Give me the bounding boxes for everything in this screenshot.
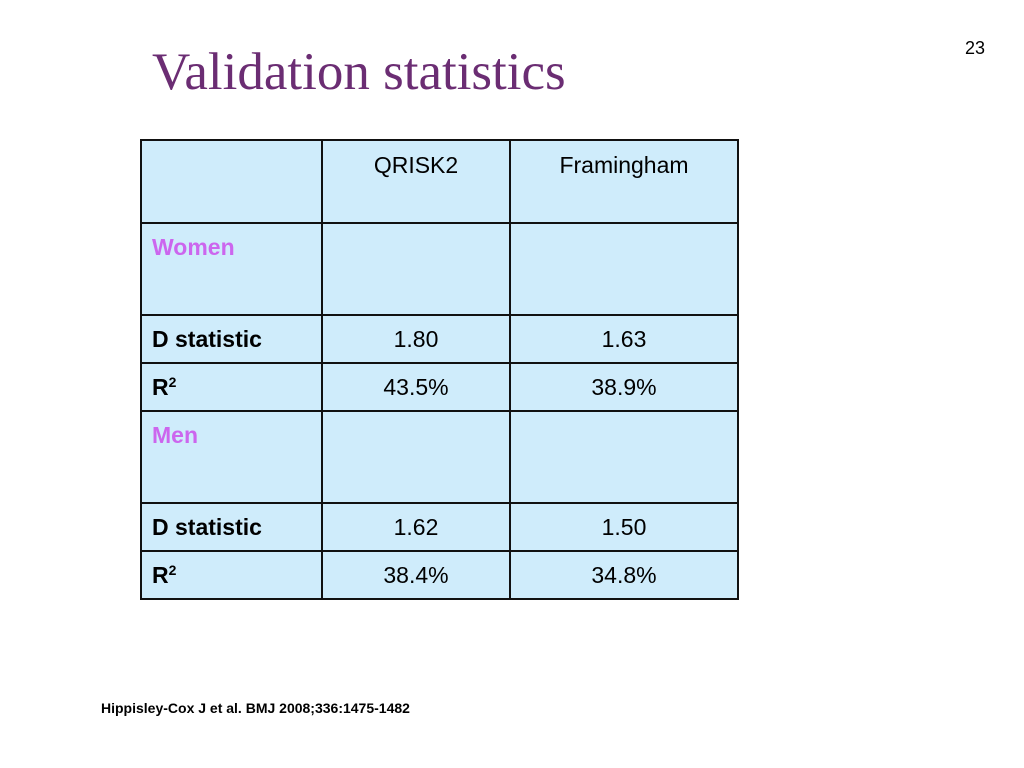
cell-framingham-value: 1.63	[509, 314, 739, 364]
header-cell-qrisk2: QRISK2	[321, 139, 511, 224]
row-label-r: R	[152, 373, 169, 400]
table-row: D statistic 1.62 1.50	[140, 502, 739, 552]
cell-qrisk2-value: 43.5%	[321, 362, 511, 412]
table-row: R2 38.4% 34.8%	[140, 550, 739, 600]
cell-qrisk2-value: 38.4%	[321, 550, 511, 600]
section-row-women: Women	[140, 222, 739, 316]
header-cell-framingham: Framingham	[509, 139, 739, 224]
cell-qrisk2-value: 1.62	[321, 502, 511, 552]
citation: Hippisley-Cox J et al. BMJ 2008;336:1475…	[101, 700, 410, 716]
section-label-men: Men	[140, 410, 323, 504]
empty-cell	[509, 222, 739, 316]
empty-cell	[321, 222, 511, 316]
row-label-superscript: 2	[168, 561, 177, 578]
validation-statistics-table: QRISK2 Framingham Women D statistic 1.80…	[140, 139, 739, 600]
table-row: D statistic 1.80 1.63	[140, 314, 739, 364]
row-label-r-squared: R2	[140, 362, 323, 412]
row-label-r-squared: R2	[140, 550, 323, 600]
slide-title: Validation statistics	[152, 43, 566, 101]
empty-cell	[509, 410, 739, 504]
cell-qrisk2-value: 1.80	[321, 314, 511, 364]
header-cell-empty	[140, 139, 323, 224]
cell-framingham-value: 1.50	[509, 502, 739, 552]
cell-framingham-value: 38.9%	[509, 362, 739, 412]
row-label-r: R	[152, 561, 169, 588]
row-label-superscript: 2	[168, 373, 177, 390]
section-label-women: Women	[140, 222, 323, 316]
empty-cell	[321, 410, 511, 504]
row-label-d-statistic: D statistic	[140, 314, 323, 364]
section-row-men: Men	[140, 410, 739, 504]
cell-framingham-value: 34.8%	[509, 550, 739, 600]
table-header-row: QRISK2 Framingham	[140, 139, 739, 224]
page-number: 23	[964, 38, 985, 58]
row-label-d-statistic: D statistic	[140, 502, 323, 552]
table-row: R2 43.5% 38.9%	[140, 362, 739, 412]
